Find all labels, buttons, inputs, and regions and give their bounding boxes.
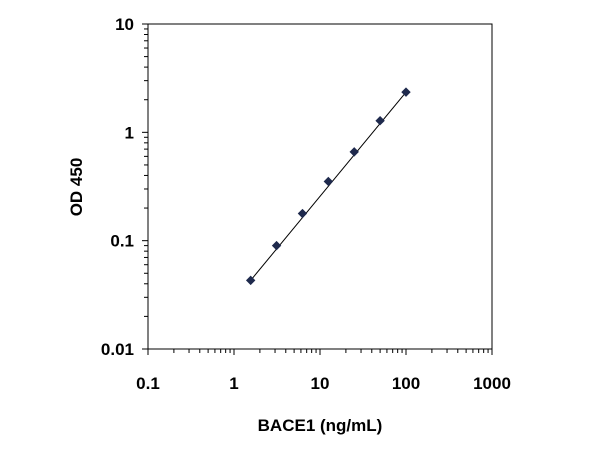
data-point — [401, 87, 411, 97]
plot-area — [147, 23, 493, 350]
x-tick-label: 0.1 — [136, 374, 160, 393]
y-tick-label: 0.01 — [101, 340, 134, 359]
x-tick-label: 10 — [311, 374, 330, 393]
x-axis-title: BACE1 (ng/mL) — [258, 416, 383, 435]
y-tick-label: 1 — [125, 123, 134, 142]
minor-ticks — [144, 28, 489, 353]
data-points — [245, 87, 411, 286]
y-axis-title: OD 450 — [67, 158, 86, 217]
data-point — [245, 275, 256, 286]
y-tick-label: 0.1 — [110, 232, 134, 251]
major-ticks — [142, 23, 493, 355]
x-tick-label: 100 — [392, 374, 420, 393]
x-tick-label: 1000 — [473, 374, 511, 393]
data-point — [323, 176, 334, 187]
data-point — [375, 116, 385, 126]
x-tick-label: 1 — [229, 374, 238, 393]
data-point — [297, 208, 308, 219]
y-tick-labels: 0.01 0.1 1 10 — [101, 15, 134, 359]
x-tick-labels: 0.1 1 10 100 1000 — [136, 374, 511, 393]
data-point — [271, 240, 282, 251]
data-point — [349, 147, 359, 157]
y-tick-label: 10 — [115, 15, 134, 34]
